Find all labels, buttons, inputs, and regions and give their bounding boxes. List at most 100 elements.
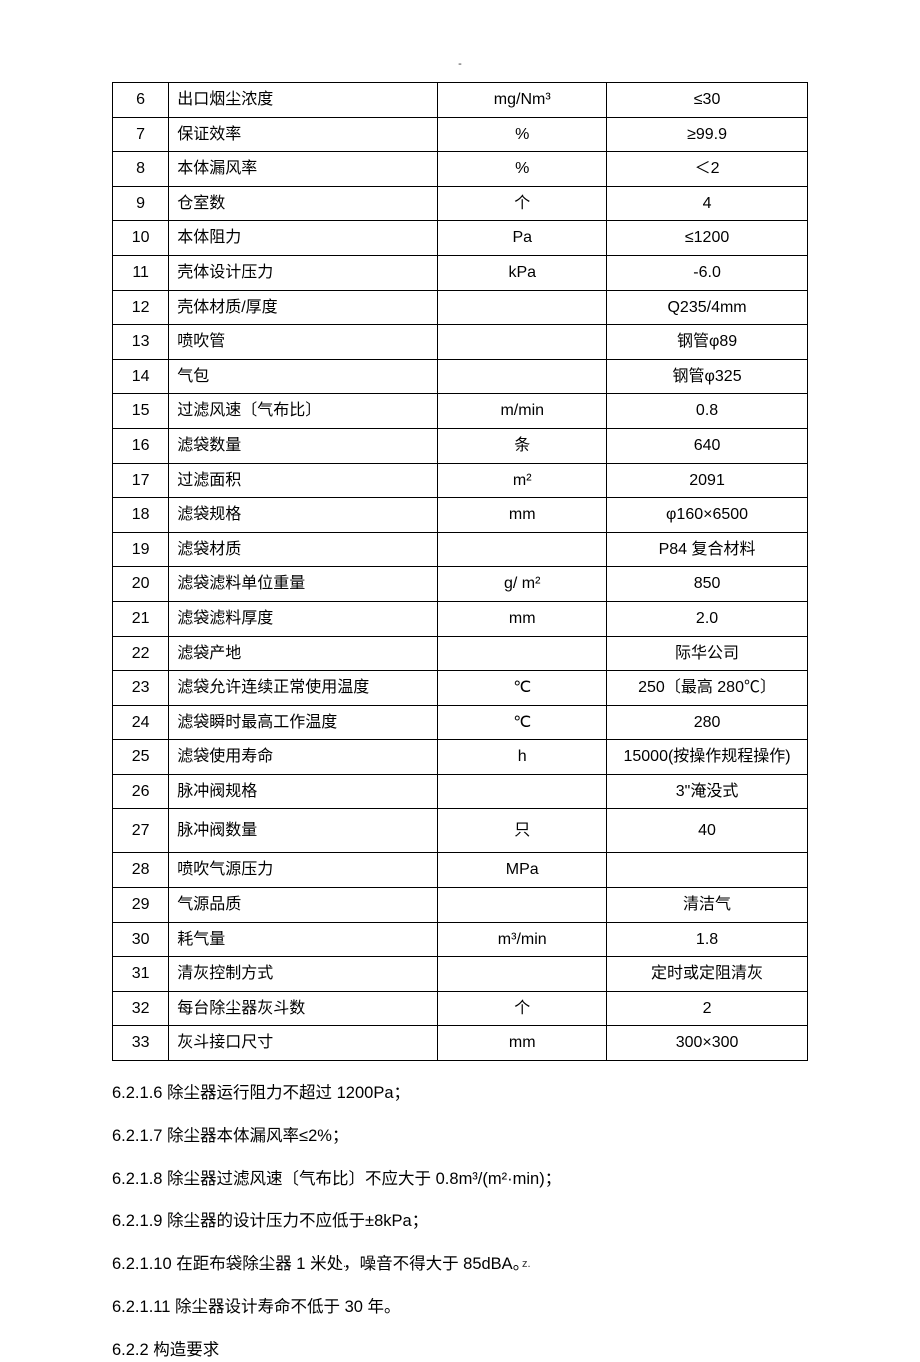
row-index: 17 — [113, 463, 169, 498]
table-row: 11壳体设计压力kPa-6.0 — [113, 255, 808, 290]
table-row: 31清灰控制方式 定时或定阻清灰 — [113, 957, 808, 992]
row-value: Q235/4mm — [607, 290, 808, 325]
row-index: 11 — [113, 255, 169, 290]
row-value: P84 复合材料 — [607, 532, 808, 567]
row-name: 喷吹管 — [169, 325, 438, 360]
table-row: 7保证效率%≥99.9 — [113, 117, 808, 152]
row-name: 过滤面积 — [169, 463, 438, 498]
table-row: 26脉冲阀规格 3"淹没式 — [113, 774, 808, 809]
row-value: 钢管φ89 — [607, 325, 808, 360]
row-name: 出口烟尘浓度 — [169, 83, 438, 118]
row-index: 28 — [113, 853, 169, 888]
row-unit — [438, 957, 607, 992]
row-unit: kPa — [438, 255, 607, 290]
row-name: 滤袋使用寿命 — [169, 740, 438, 775]
row-unit: m³/min — [438, 922, 607, 957]
table-row: 12壳体材质/厚度Q235/4mm — [113, 290, 808, 325]
row-unit: 条 — [438, 428, 607, 463]
table-row: 21滤袋滤料厚度mm2.0 — [113, 601, 808, 636]
table-row: 18滤袋规格mmφ160×6500 — [113, 498, 808, 533]
row-index: 29 — [113, 888, 169, 923]
row-name: 本体漏风率 — [169, 152, 438, 187]
row-value: 2.0 — [607, 601, 808, 636]
table-row: 15过滤风速〔气布比〕m/min0.8 — [113, 394, 808, 429]
paragraph: 6.2.2 构造要求 — [112, 1338, 808, 1362]
table-row: 16滤袋数量条640 — [113, 428, 808, 463]
row-index: 13 — [113, 325, 169, 360]
row-value: ≤30 — [607, 83, 808, 118]
row-unit: Pa — [438, 221, 607, 256]
row-index: 25 — [113, 740, 169, 775]
table-row: 17过滤面积m²2091 — [113, 463, 808, 498]
row-index: 32 — [113, 991, 169, 1026]
table-row: 28喷吹气源压力MPa — [113, 853, 808, 888]
row-value: 4 — [607, 186, 808, 221]
table-row: 10本体阻力Pa≤1200 — [113, 221, 808, 256]
row-value: 际华公司 — [607, 636, 808, 671]
table-row: 33灰斗接口尺寸mm300×300 — [113, 1026, 808, 1061]
row-value: φ160×6500 — [607, 498, 808, 533]
row-index: 19 — [113, 532, 169, 567]
table-row: 30耗气量m³/min1.8 — [113, 922, 808, 957]
row-name: 滤袋滤料单位重量 — [169, 567, 438, 602]
row-value: 2 — [607, 991, 808, 1026]
row-name: 滤袋数量 — [169, 428, 438, 463]
row-unit: 个 — [438, 991, 607, 1026]
row-value: 3"淹没式 — [607, 774, 808, 809]
row-name: 滤袋材质 — [169, 532, 438, 567]
row-name: 脉冲阀数量 — [169, 809, 438, 853]
row-index: 33 — [113, 1026, 169, 1061]
row-name: 本体阻力 — [169, 221, 438, 256]
row-value: ≥99.9 — [607, 117, 808, 152]
table-row: 14气包钢管φ325 — [113, 359, 808, 394]
row-value: 1.8 — [607, 922, 808, 957]
row-name: 滤袋允许连续正常使用温度 — [169, 671, 438, 706]
row-unit — [438, 774, 607, 809]
row-index: 14 — [113, 359, 169, 394]
row-index: 8 — [113, 152, 169, 187]
row-value: 280 — [607, 705, 808, 740]
row-index: 23 — [113, 671, 169, 706]
row-unit: mm — [438, 498, 607, 533]
footer-dot: . — [343, 1258, 346, 1270]
table-row: 22滤袋产地际华公司 — [113, 636, 808, 671]
row-name: 脉冲阀规格 — [169, 774, 438, 809]
row-unit — [438, 532, 607, 567]
row-value: 15000(按操作规程操作) — [607, 740, 808, 775]
row-unit: ℃ — [438, 671, 607, 706]
row-index: 7 — [113, 117, 169, 152]
row-index: 31 — [113, 957, 169, 992]
row-value: 640 — [607, 428, 808, 463]
row-value: 300×300 — [607, 1026, 808, 1061]
row-value — [607, 853, 808, 888]
row-name: 壳体设计压力 — [169, 255, 438, 290]
row-index: 22 — [113, 636, 169, 671]
row-index: 9 — [113, 186, 169, 221]
row-value: 定时或定阻清灰 — [607, 957, 808, 992]
row-unit: h — [438, 740, 607, 775]
row-unit: m² — [438, 463, 607, 498]
row-name: 气源品质 — [169, 888, 438, 923]
row-unit: g/ m² — [438, 567, 607, 602]
table-row: 29气源品质 清洁气 — [113, 888, 808, 923]
row-name: 每台除尘器灰斗数 — [169, 991, 438, 1026]
row-name: 仓室数 — [169, 186, 438, 221]
row-name: 耗气量 — [169, 922, 438, 957]
paragraph: 6.2.1.11 除尘器设计寿命不低于 30 年。 — [112, 1295, 808, 1320]
row-name: 清灰控制方式 — [169, 957, 438, 992]
table-row: 24滤袋瞬时最高工作温度℃280 — [113, 705, 808, 740]
row-unit — [438, 325, 607, 360]
row-value: -6.0 — [607, 255, 808, 290]
row-index: 27 — [113, 809, 169, 853]
row-name: 喷吹气源压力 — [169, 853, 438, 888]
row-index: 21 — [113, 601, 169, 636]
row-index: 24 — [113, 705, 169, 740]
row-unit: ℃ — [438, 705, 607, 740]
header-mark: - — [458, 58, 462, 70]
row-unit — [438, 888, 607, 923]
table-row: 32每台除尘器灰斗数个2 — [113, 991, 808, 1026]
row-value: 清洁气 — [607, 888, 808, 923]
row-unit: m/min — [438, 394, 607, 429]
row-index: 26 — [113, 774, 169, 809]
paragraph: 6.2.1.8 除尘器过滤风速〔气布比〕不应大于 0.8m³/(m²·min)； — [112, 1167, 808, 1192]
